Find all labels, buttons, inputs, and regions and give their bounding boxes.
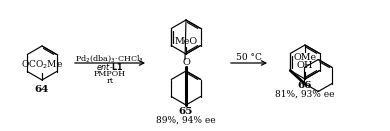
Text: 81%, 93% ee: 81%, 93% ee	[275, 89, 335, 99]
Text: 89%, 94% ee: 89%, 94% ee	[156, 116, 216, 124]
Text: PMPOH: PMPOH	[94, 70, 126, 78]
Text: rt: rt	[106, 77, 113, 85]
Text: OH: OH	[297, 61, 313, 70]
Text: 65: 65	[179, 108, 193, 116]
Text: MeO: MeO	[174, 37, 198, 45]
Text: 66: 66	[298, 81, 312, 91]
Text: 64: 64	[35, 84, 49, 94]
Text: O: O	[182, 58, 190, 67]
Text: 50 °C: 50 °C	[236, 53, 262, 62]
Text: OMe: OMe	[293, 53, 317, 62]
Text: OCO$_2$Me: OCO$_2$Me	[21, 59, 63, 71]
Text: $\it{ent}$-$\bf{L1}$: $\it{ent}$-$\bf{L1}$	[96, 61, 124, 72]
Text: Pd$_2$(dba)$_3$·CHCl$_3$: Pd$_2$(dba)$_3$·CHCl$_3$	[75, 53, 145, 64]
